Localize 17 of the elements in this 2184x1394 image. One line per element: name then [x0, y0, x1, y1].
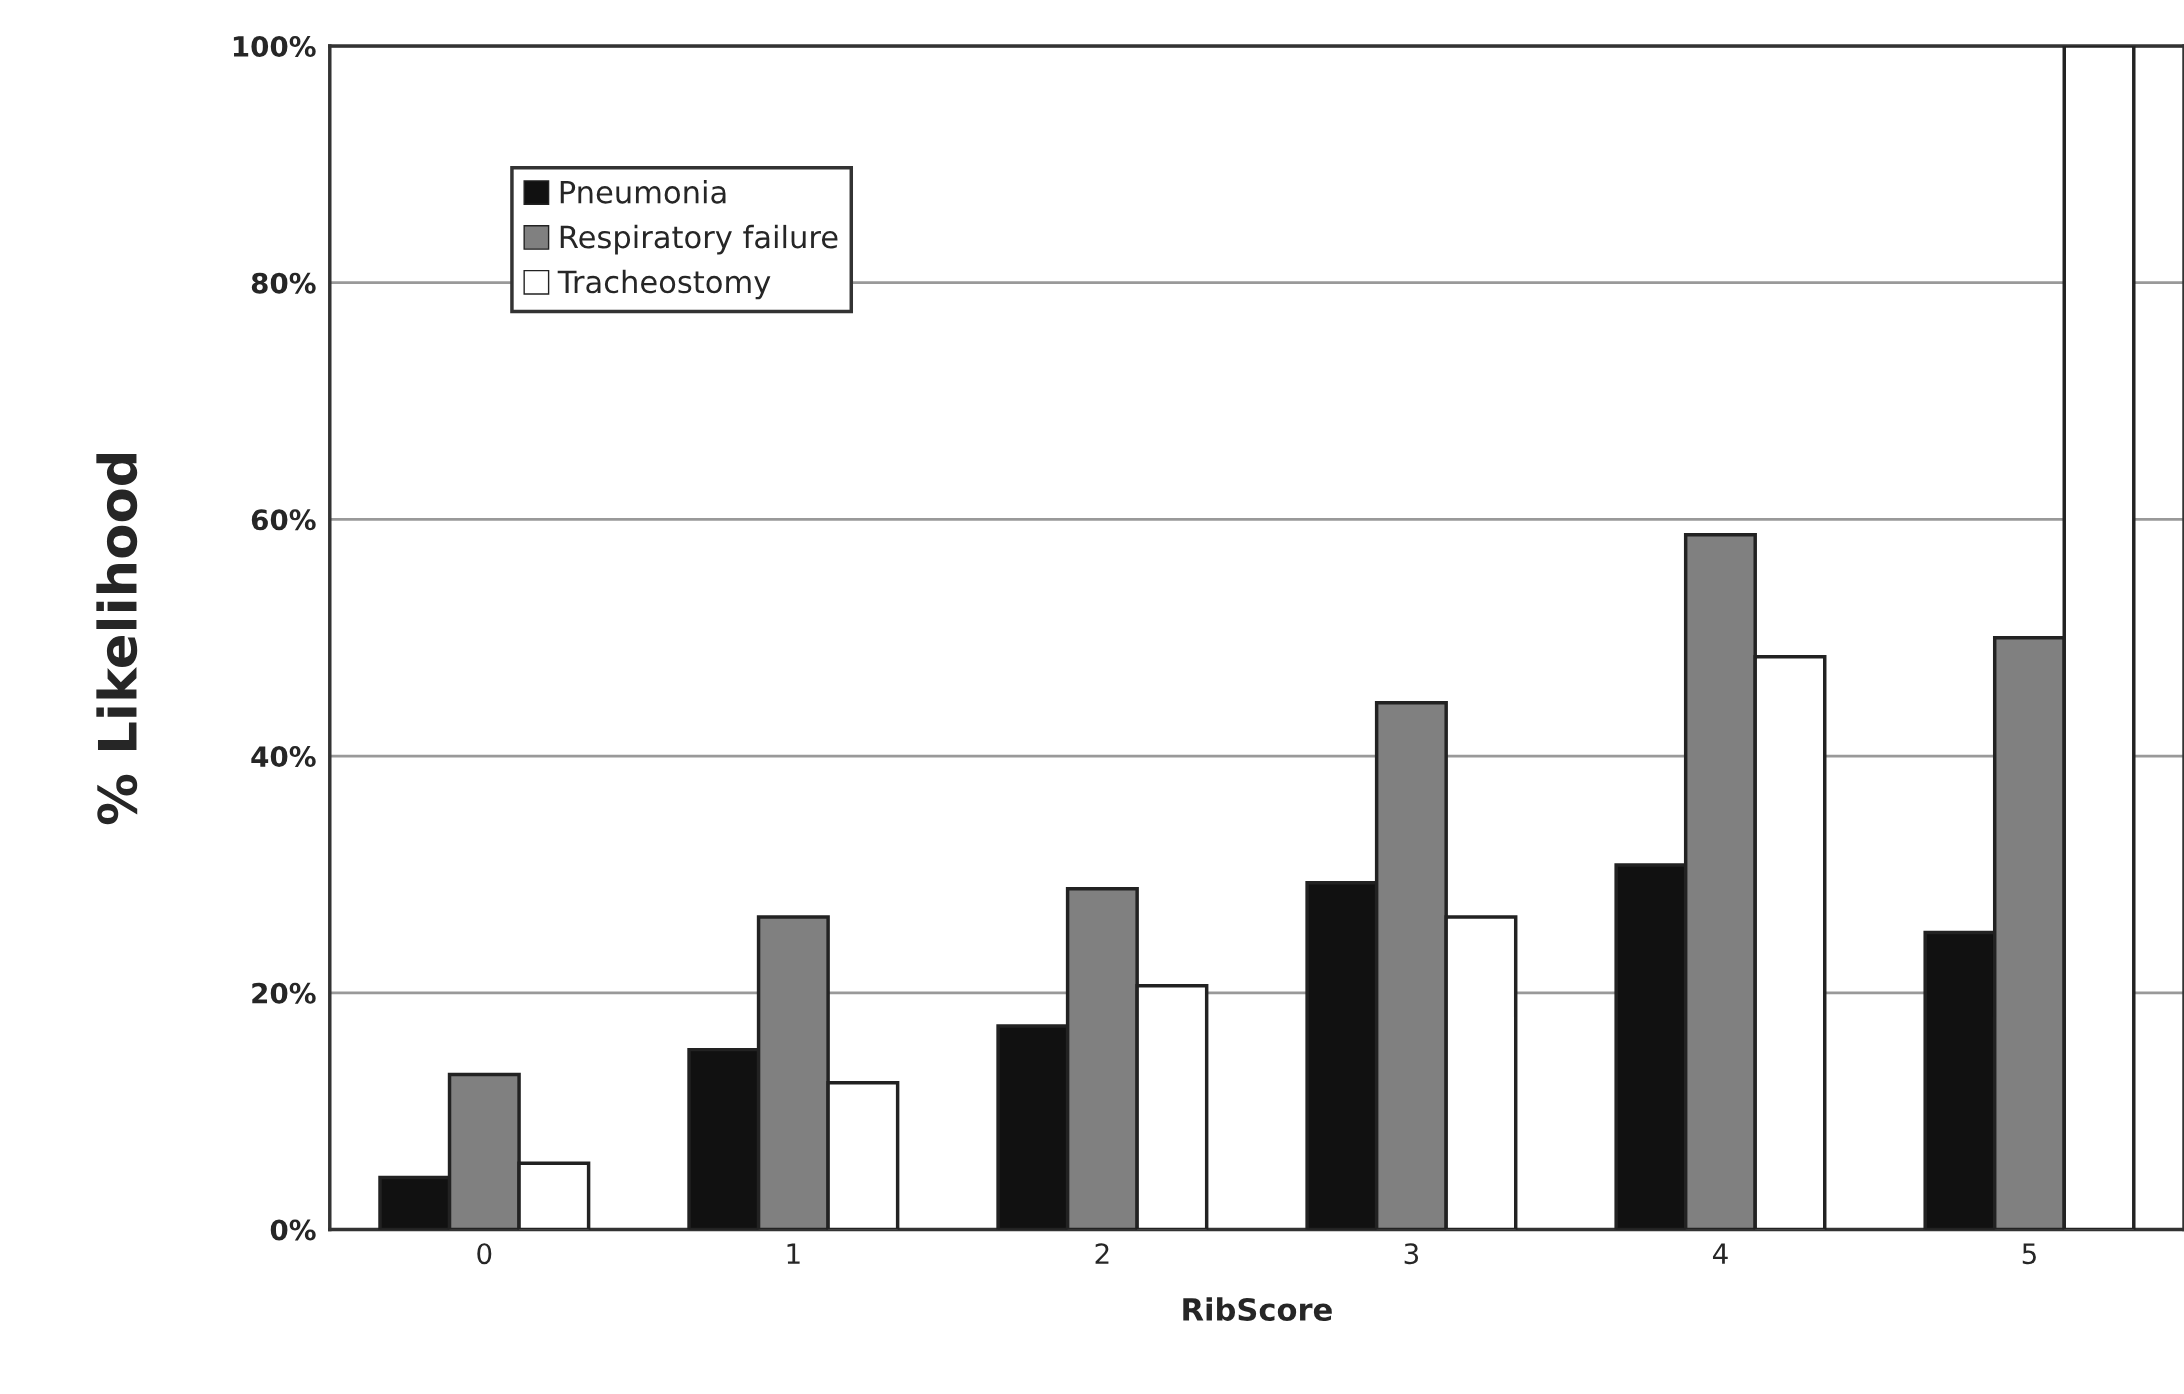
x-tick-label: 3 [1404, 1243, 1419, 1265]
y-axis-title: % Likelihood [96, 453, 138, 825]
legend-label: Pneumonia [560, 180, 726, 204]
legend-label: Tracheostomy [557, 269, 771, 300]
legend-label: Respiratory failure [560, 224, 838, 255]
x-axis-title: RibScore [1183, 1297, 1332, 1322]
x-tick-label: 0 [477, 1243, 492, 1265]
x-tick-label: 2 [1095, 1243, 1109, 1264]
y-tick-label: 80% [251, 272, 316, 294]
x-tick-label: 5 [2022, 1243, 2036, 1265]
y-tick-label: 40% [251, 746, 316, 768]
x-tick-label: 1 [787, 1243, 800, 1264]
x-tick-label: 4 [1712, 1243, 1728, 1264]
y-tick-label: 20% [252, 982, 316, 1004]
y-tick-label: 0% [270, 1219, 316, 1241]
y-tick-label: 60% [251, 509, 316, 531]
y-tick-label: 100% [233, 35, 316, 57]
